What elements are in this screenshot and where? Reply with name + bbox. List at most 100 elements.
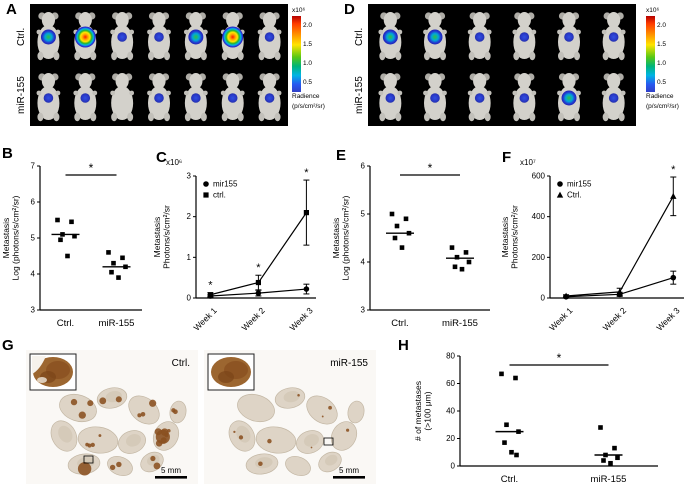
data-point [514, 452, 519, 458]
mouse-foot [618, 51, 625, 61]
mouse-body [111, 86, 134, 120]
mouse-paw [423, 90, 428, 96]
stained-metastasis [137, 413, 142, 418]
mouse-body [602, 25, 625, 59]
mouse-foot [424, 112, 430, 122]
mouse-paw [166, 90, 171, 96]
luminescence-signal [519, 32, 530, 42]
x-category-label: miR-155 [591, 474, 627, 485]
line-chart-F: 0 200 400 600 x10⁷ Metastasis Photons/s/cm²/sr… [500, 158, 684, 333]
mouse-image [220, 73, 245, 122]
mouse-body [602, 86, 625, 120]
significance-asterisk: * [557, 351, 562, 365]
scalebar [155, 476, 187, 479]
mouse-image [601, 73, 626, 122]
mouse-body [148, 25, 170, 59]
stained-metastasis [140, 411, 146, 417]
mouse-paw [442, 90, 447, 96]
data-point [399, 245, 405, 250]
series-line [566, 196, 674, 297]
mouse-head [78, 12, 92, 28]
panel-label-H: H [398, 337, 409, 354]
mouse-image [378, 12, 403, 61]
panel-label-D: D [344, 1, 355, 18]
luminescence-signal [561, 90, 577, 106]
mouse-image [147, 12, 171, 61]
roi-box [83, 455, 94, 464]
mouse-image [110, 73, 135, 122]
data-point [109, 269, 114, 275]
y-tick-label: 6 [361, 162, 366, 171]
x-category-label: Ctrl. [391, 318, 408, 329]
mouse-head [562, 73, 576, 89]
colorbar-multiplier: x10⁶ [292, 7, 306, 14]
marker-circle [255, 290, 262, 296]
mouse-head [383, 12, 397, 28]
mouse-body [558, 25, 580, 59]
stained-metastasis [149, 399, 157, 407]
mouse-foot [164, 51, 170, 61]
mouse-foot [53, 51, 60, 61]
tissue-lobes [228, 387, 365, 477]
mouse-head [226, 73, 240, 89]
mouse-head [428, 12, 442, 28]
inset-tissue [218, 371, 234, 383]
mouse-paw [257, 90, 263, 96]
mouse-paw [601, 90, 607, 96]
mouse-foot [529, 51, 536, 61]
mouse-head [115, 73, 129, 89]
mouse-head [41, 73, 56, 89]
mouse-foot [90, 112, 97, 122]
mouse-head [383, 73, 397, 89]
mouse-body [184, 86, 207, 120]
mouse-paw [202, 90, 208, 96]
mouse-foot [274, 51, 281, 61]
mouse-head [428, 73, 442, 89]
mouse-image [220, 12, 245, 61]
marker-circle [557, 181, 563, 187]
mouse-foot [274, 112, 281, 122]
data-point [65, 253, 70, 259]
significance-asterisk: * [671, 164, 676, 176]
marker-circle [670, 274, 677, 281]
stained-metastasis [77, 462, 92, 476]
luminescence-signal [608, 93, 619, 103]
y-tick-label: 4 [361, 258, 366, 267]
tissue-section [255, 426, 297, 454]
tissue-section [347, 400, 365, 424]
stained-metastasis [150, 455, 156, 462]
mouse-head [152, 73, 166, 89]
mouse-image [110, 12, 135, 61]
stained-metastasis [267, 438, 272, 444]
colorbar-tick: 1.0 [657, 59, 667, 67]
image-label: Ctrl. [172, 358, 190, 369]
colorbar-tick: 1.5 [303, 40, 313, 48]
data-point [116, 275, 121, 280]
colorbar-tick: 1.0 [303, 59, 313, 67]
y-axis-label: Metastasis [1, 218, 11, 259]
mouse-paw [576, 90, 581, 96]
mouse-body [74, 86, 97, 120]
mouse-body [258, 25, 281, 59]
mouse-paw [620, 90, 626, 96]
data-point [459, 266, 465, 272]
mouse-foot [602, 51, 609, 61]
mouse-paw [36, 29, 42, 35]
x-category-label: Week 1 [191, 305, 219, 333]
mouse-paw [129, 29, 135, 35]
mouse-foot [513, 51, 520, 61]
colorbar-tick: 1.5 [657, 40, 667, 48]
mouse-foot [558, 112, 564, 122]
mouse-paw [378, 29, 384, 35]
mouse-paw [531, 29, 537, 35]
luminescence-signal [427, 29, 443, 45]
colorbar-caption-units: (p/s/cm²/sr) [292, 102, 325, 110]
marker-triangle [556, 191, 564, 198]
mouse-foot [53, 112, 60, 122]
luminescence-signal [154, 93, 164, 103]
mouse-paw [531, 90, 537, 96]
significance-asterisk: * [304, 167, 309, 179]
data-point [394, 223, 400, 229]
mouse-paw [257, 29, 263, 35]
luminescence-signal [154, 32, 164, 42]
